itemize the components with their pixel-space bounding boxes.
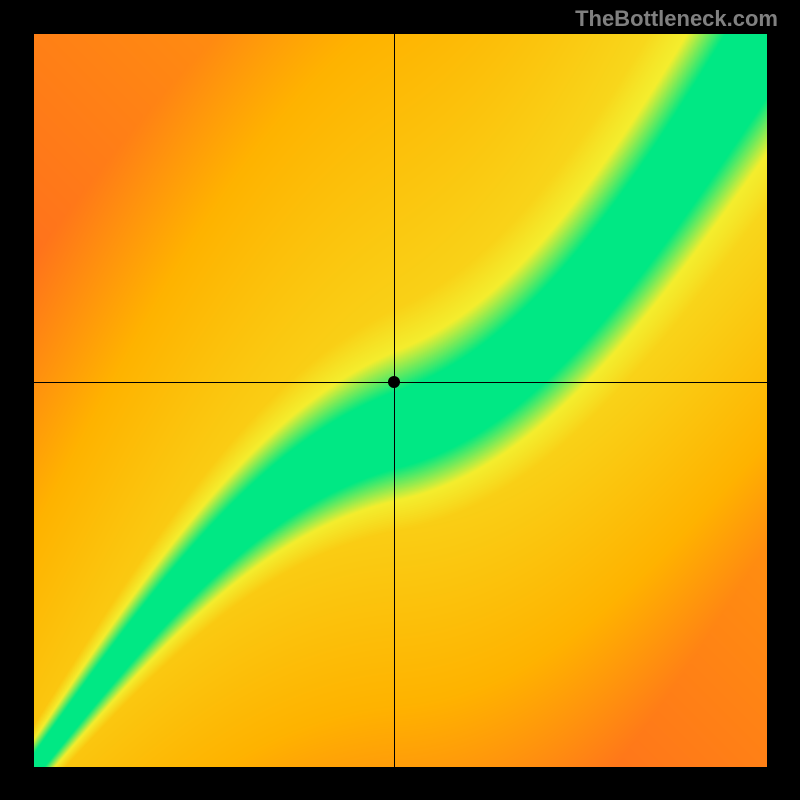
heatmap-canvas xyxy=(34,34,767,767)
crosshair-horizontal xyxy=(34,382,767,383)
crosshair-marker xyxy=(388,376,400,388)
watermark-text: TheBottleneck.com xyxy=(575,6,778,32)
heatmap-plot xyxy=(34,34,767,767)
crosshair-vertical xyxy=(394,34,395,767)
